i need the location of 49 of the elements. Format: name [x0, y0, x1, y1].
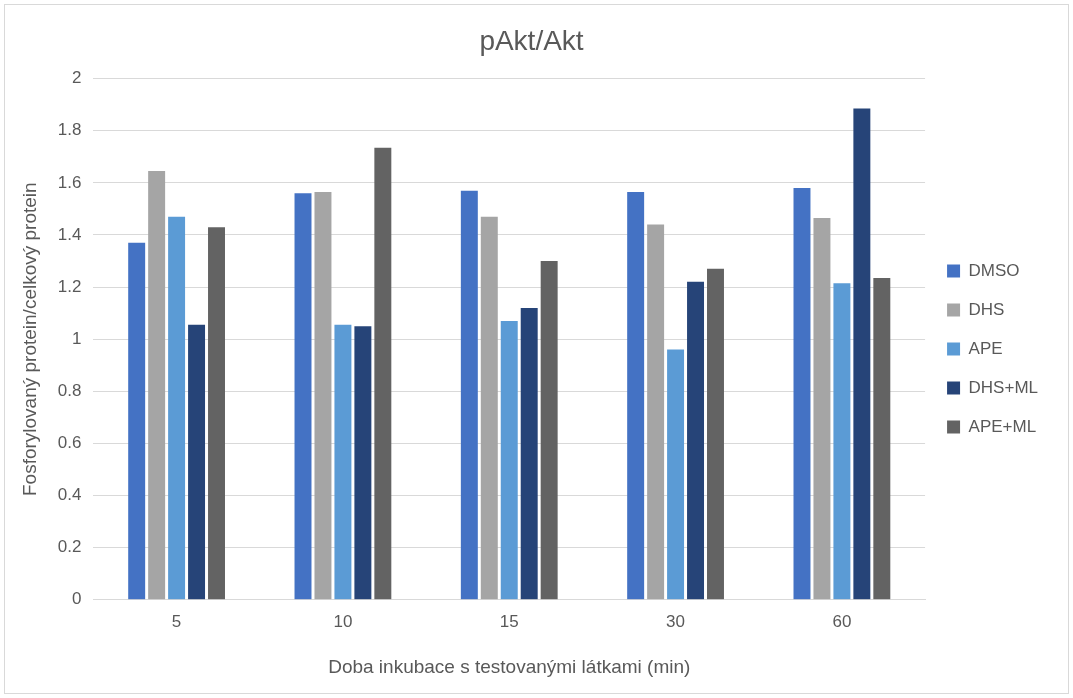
y-tick-label: 0.4: [57, 485, 82, 505]
bar: [374, 147, 392, 600]
bar: [627, 191, 645, 600]
x-tick-label: 15: [499, 611, 519, 631]
bar: [314, 191, 332, 600]
y-tick-label: 0.8: [57, 381, 82, 401]
bar: [460, 190, 478, 600]
chart-title: pAkt/Akt: [479, 24, 584, 56]
bar: [128, 242, 146, 600]
bar: [647, 224, 665, 600]
bar: [354, 326, 372, 600]
y-tick-label: 1.8: [57, 120, 82, 140]
bar: [520, 307, 538, 600]
bar: [667, 349, 685, 600]
x-axis-title: Doba inkubace s testovanými látkami (min): [328, 655, 691, 677]
y-tick-label: 1: [71, 328, 82, 348]
y-tick-label: 0.2: [57, 537, 82, 557]
legend-label: DHS+ML: [968, 377, 1038, 397]
y-tick-label: 1.6: [57, 172, 82, 192]
bar: [813, 218, 831, 600]
legend-label: APE+ML: [968, 416, 1037, 436]
y-tick-label: 1.2: [57, 276, 82, 296]
x-tick-label: 5: [171, 611, 182, 631]
x-tick-label: 60: [832, 611, 852, 631]
y-tick-label: 1.4: [57, 224, 82, 244]
bar: [148, 171, 166, 600]
y-tick-label: 2: [71, 68, 82, 88]
bar: [480, 216, 498, 600]
bar: [168, 216, 186, 600]
legend-label: DHS: [968, 299, 1005, 319]
bar: [707, 268, 724, 600]
bar: [208, 227, 225, 600]
x-tick-label: 30: [666, 611, 686, 631]
bar: [687, 281, 705, 600]
bar: [334, 324, 352, 600]
bar: [873, 277, 891, 600]
y-tick-label: 0: [71, 589, 82, 609]
bar: [540, 261, 558, 600]
bar: [853, 108, 871, 600]
bar: [188, 324, 206, 600]
bar: [833, 283, 851, 600]
legend-label: DMSO: [968, 260, 1020, 280]
bar: [793, 188, 811, 600]
bar: [500, 320, 518, 600]
bar: [294, 193, 312, 600]
y-axis-title: Fosforylovaný protein/celkový protein: [18, 182, 40, 497]
legend-label: APE: [968, 338, 1003, 358]
y-tick-label: 0.6: [57, 433, 82, 453]
x-tick-label: 10: [333, 611, 353, 631]
